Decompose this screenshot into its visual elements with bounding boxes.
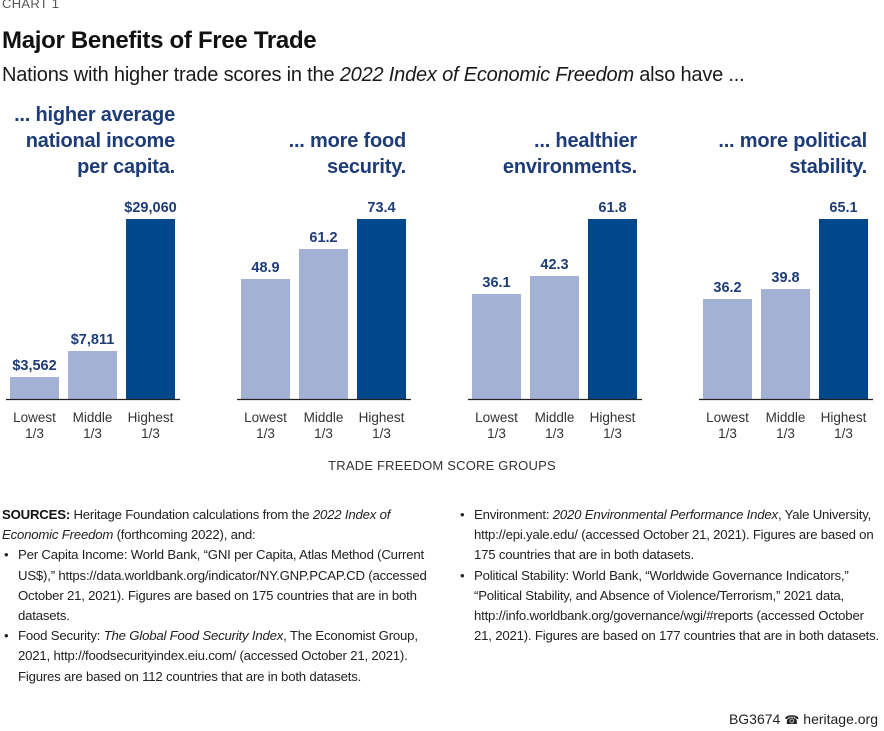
category-label: 1/3	[603, 426, 622, 441]
bar-value-label: 61.2	[309, 230, 337, 246]
source-text: Environment:	[474, 507, 553, 522]
heading-line: ... healthier	[534, 130, 637, 152]
heading-line: ... higher average	[14, 104, 175, 126]
bar	[241, 279, 290, 399]
category-label: 1/3	[834, 426, 853, 441]
category-label: Middle	[766, 410, 806, 425]
bar-value-label: $29,060	[124, 200, 176, 216]
bar	[819, 219, 868, 399]
source-item: Food Security: The Global Food Security …	[2, 626, 432, 687]
category-label: 1/3	[487, 426, 506, 441]
footer: BG3674 ☎ heritage.org	[729, 711, 878, 727]
category-label: Lowest	[706, 410, 749, 425]
category-label: Middle	[535, 410, 575, 425]
heading-line: per capita.	[77, 156, 175, 178]
chart-title: Major Benefits of Free Trade	[2, 27, 317, 54]
source-text: Food Security:	[18, 628, 104, 644]
category-label: 1/3	[83, 426, 102, 441]
category-label: Highest	[128, 410, 174, 425]
bar-value-label: 39.8	[771, 270, 799, 286]
panel-heading-stability: ... more political stability.	[660, 128, 867, 180]
sources-left: SOURCES: Heritage Foundation calculation…	[2, 505, 432, 687]
category-label: Lowest	[13, 410, 56, 425]
liberty-bell-icon: ☎	[784, 713, 800, 727]
source-italic: 2020 Environmental Performance Index	[552, 507, 778, 522]
category-label: Middle	[304, 410, 344, 425]
bar	[10, 377, 59, 399]
bar-value-label: 73.4	[367, 200, 395, 216]
source-item: Environment: 2020 Environmental Performa…	[458, 505, 882, 566]
sources-right: Environment: 2020 Environmental Performa…	[458, 505, 882, 646]
heading-line: ... more political	[718, 130, 867, 152]
category-label: 1/3	[25, 426, 44, 441]
site-link[interactable]: heritage.org	[803, 711, 878, 727]
x-axis-title: TRADE FREEDOM SCORE GROUPS	[328, 458, 556, 473]
sources-intro-end: (forthcoming 2022), and:	[113, 527, 256, 543]
bar	[357, 219, 406, 399]
panel-heading-environment: ... healthier environments.	[430, 128, 637, 180]
report-id: BG3674	[728, 711, 781, 727]
category-label: Highest	[590, 410, 636, 425]
subtitle-text-end: also have ...	[633, 64, 745, 86]
subtitle-text: Nations with higher trade scores in the	[2, 64, 340, 86]
chart-label: CHART 1	[2, 0, 60, 11]
bar-value-label: $3,562	[12, 358, 56, 374]
bar	[703, 299, 752, 399]
panel-heading-food: ... more food security.	[200, 128, 407, 180]
sources-intro-italic: 2022 Index of Economic Freedom	[2, 507, 391, 543]
source-text-end: , Yale University, http://epi.yale.edu/ …	[474, 507, 874, 563]
bar-charts: $3,562Lowest1/3$7,811Middle1/3$29,060Hig…	[6, 200, 873, 441]
category-label: 1/3	[256, 426, 275, 441]
sources-intro: SOURCES: Heritage Foundation calculation…	[2, 505, 432, 545]
category-label: Lowest	[475, 410, 518, 425]
category-label: Highest	[359, 410, 405, 425]
category-label: 1/3	[141, 426, 160, 441]
bar-value-label: 61.8	[598, 200, 626, 216]
bar	[299, 249, 348, 399]
bar-value-label: $7,811	[71, 332, 115, 348]
category-label: Lowest	[244, 410, 287, 425]
sources-intro-text: Heritage Foundation calculations from th…	[70, 507, 313, 522]
source-italic: The Global Food Security Index	[103, 628, 284, 644]
category-label: 1/3	[314, 426, 333, 441]
source-item: Per Capita Income: World Bank, “GNI per …	[2, 545, 432, 626]
bar-value-label: 42.3	[540, 257, 568, 273]
bar	[68, 351, 117, 399]
category-label: Middle	[73, 410, 113, 425]
bar	[588, 219, 637, 399]
source-item: Political Stability: World Bank, “Worldw…	[458, 566, 882, 647]
category-label: 1/3	[372, 426, 391, 441]
panel-heading-income: ... higher average national income per c…	[0, 102, 175, 180]
source-text: Political Stability: World Bank, “Worldw…	[474, 567, 879, 644]
sources-label: SOURCES:	[2, 507, 71, 522]
bar	[530, 276, 579, 399]
category-label: 1/3	[776, 426, 795, 441]
category-label: Highest	[821, 410, 867, 425]
bar-value-label: 65.1	[829, 200, 857, 216]
bar-value-label: 36.2	[713, 280, 741, 296]
heading-line: security.	[327, 156, 406, 178]
bar	[472, 294, 521, 399]
subtitle-italic: 2022 Index of Economic Freedom	[339, 64, 634, 86]
heading-line: stability.	[789, 156, 867, 178]
bar	[761, 289, 810, 399]
bar-panel: $3,562Lowest1/3$7,811Middle1/3$29,060Hig…	[6, 200, 180, 441]
heading-line: environments.	[502, 156, 637, 178]
heading-line: ... more food	[288, 130, 407, 152]
bar	[126, 219, 175, 399]
bar-value-label: 48.9	[251, 260, 279, 276]
bar-value-label: 36.1	[482, 275, 510, 291]
source-text: Per Capita Income: World Bank, “GNI per …	[18, 547, 427, 624]
source-text-end: , The Economist Group, 2021, http://food…	[18, 628, 418, 684]
category-label: 1/3	[718, 426, 737, 441]
heading-line: national income	[25, 130, 175, 152]
chart-subtitle: Nations with higher trade scores in the …	[2, 64, 745, 87]
category-label: 1/3	[545, 426, 564, 441]
